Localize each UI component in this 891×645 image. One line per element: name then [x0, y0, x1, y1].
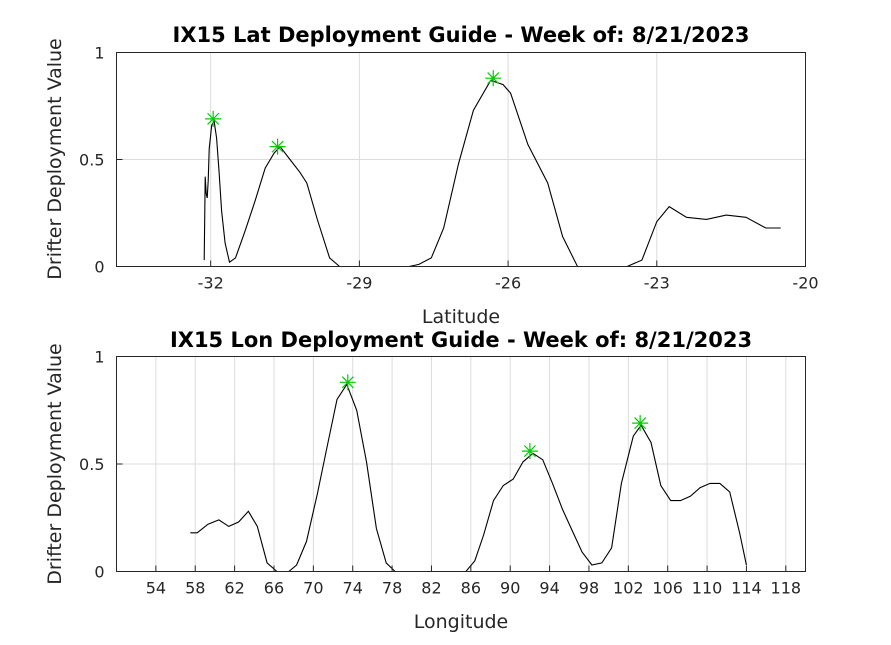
lat-x-ticks: -32 -29 -26 -23 -20 [198, 260, 819, 293]
lon-x-tick-label: 70 [303, 579, 323, 598]
lon-x-tick-label: 90 [500, 579, 520, 598]
lon-x-tick-label: 102 [613, 579, 644, 598]
lon-peak-stroke [341, 376, 354, 389]
lat-y-axis-label: Drifter Deployment Value [44, 38, 66, 280]
lon-peaks [339, 374, 649, 460]
lat-y-ticks: 00.51 [79, 44, 123, 277]
lon-x-tick-label: 114 [731, 579, 762, 598]
lon-chart-panel: IX15 Lon Deployment Guide - Week of: 8/2… [79, 328, 806, 633]
lon-peak-marker [632, 415, 649, 432]
lon-grid [116, 356, 806, 572]
lat-y-tick-label: 0 [94, 258, 104, 277]
lon-x-tick-label: 66 [264, 579, 284, 598]
lat-series-line [203, 79, 781, 268]
lon-y-axis-label: Drifter Deployment Value [44, 343, 66, 585]
lat-x-axis-label: Latitude [422, 306, 500, 328]
lat-peak-stroke [207, 112, 220, 125]
lat-peak-stroke [487, 72, 500, 85]
lon-x-tick-label: 110 [692, 579, 723, 598]
lon-peak-marker [521, 443, 538, 460]
lon-y-ticks: 00.51 [79, 348, 123, 582]
lon-x-tick-label: 62 [224, 579, 244, 598]
lat-curve-layer [203, 79, 781, 268]
lat-peak-marker [485, 70, 502, 87]
lat-grid [116, 52, 806, 267]
lat-x-tick-label: -20 [792, 274, 818, 293]
lon-x-tick-label: 106 [652, 579, 683, 598]
lon-y-tick-label: 0 [94, 563, 104, 582]
lon-y-tick-label: 0.5 [79, 455, 104, 474]
lon-x-tick-label: 98 [579, 579, 599, 598]
lon-x-tick-label: 118 [771, 579, 802, 598]
lat-x-tick-label: -26 [495, 274, 521, 293]
lon-peak-stroke [634, 417, 647, 430]
lat-peak-marker [269, 138, 286, 155]
lon-x-tick-label: 58 [185, 579, 205, 598]
lat-peaks [205, 70, 502, 155]
lon-x-tick-label: 54 [146, 579, 166, 598]
lon-peak-marker [339, 374, 356, 391]
lat-y-tick-label: 0.5 [79, 151, 104, 170]
lat-peak-stroke [271, 140, 284, 153]
lon-chart-title: IX15 Lon Deployment Guide - Week of: 8/2… [170, 328, 752, 352]
lon-x-ticks: 54 58 62 66 70 74 78 82 86 90 94 98 102 106 110 114 118 [146, 565, 802, 598]
lon-x-tick-label: 74 [343, 579, 363, 598]
lat-x-tick-label: -29 [346, 274, 372, 293]
lon-x-tick-label: 86 [461, 579, 481, 598]
lon-peak-stroke [523, 445, 536, 458]
lon-x-tick-label: 94 [539, 579, 559, 598]
lon-x-axis-label: Longitude [414, 611, 509, 633]
lon-x-tick-label: 78 [382, 579, 402, 598]
lat-x-tick-label: -23 [644, 274, 670, 293]
lon-y-tick-label: 1 [94, 348, 104, 367]
lon-x-tick-label: 82 [421, 579, 441, 598]
lat-chart-panel: IX15 Lat Deployment Guide - Week of: 8/2… [79, 23, 819, 328]
lat-y-tick-label: 1 [94, 44, 104, 63]
lat-x-tick-label: -32 [198, 274, 224, 293]
lat-chart-title: IX15 Lat Deployment Guide - Week of: 8/2… [173, 23, 750, 47]
lat-peak-marker [205, 110, 222, 127]
